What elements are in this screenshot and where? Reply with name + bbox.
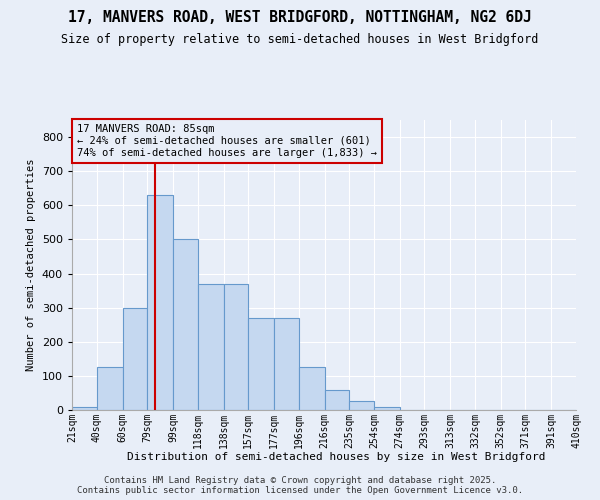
Bar <box>72 406 97 410</box>
Text: Distribution of semi-detached houses by size in West Bridgford: Distribution of semi-detached houses by … <box>127 452 545 462</box>
Text: 17 MANVERS ROAD: 85sqm
← 24% of semi-detached houses are smaller (601)
74% of se: 17 MANVERS ROAD: 85sqm ← 24% of semi-det… <box>77 124 377 158</box>
Text: 17, MANVERS ROAD, WEST BRIDGFORD, NOTTINGHAM, NG2 6DJ: 17, MANVERS ROAD, WEST BRIDGFORD, NOTTIN… <box>68 10 532 25</box>
Text: Size of property relative to semi-detached houses in West Bridgford: Size of property relative to semi-detach… <box>61 32 539 46</box>
Y-axis label: Number of semi-detached properties: Number of semi-detached properties <box>26 159 36 371</box>
Bar <box>173 240 197 410</box>
Bar <box>349 402 374 410</box>
Bar <box>147 195 173 410</box>
Text: Contains HM Land Registry data © Crown copyright and database right 2025.
Contai: Contains HM Land Registry data © Crown c… <box>77 476 523 495</box>
Bar <box>325 390 349 410</box>
Bar <box>299 368 325 410</box>
Bar <box>248 318 274 410</box>
Bar <box>122 308 147 410</box>
Bar <box>224 284 248 410</box>
Bar <box>197 284 224 410</box>
Bar <box>374 406 400 410</box>
Bar <box>97 368 122 410</box>
Bar <box>274 318 299 410</box>
